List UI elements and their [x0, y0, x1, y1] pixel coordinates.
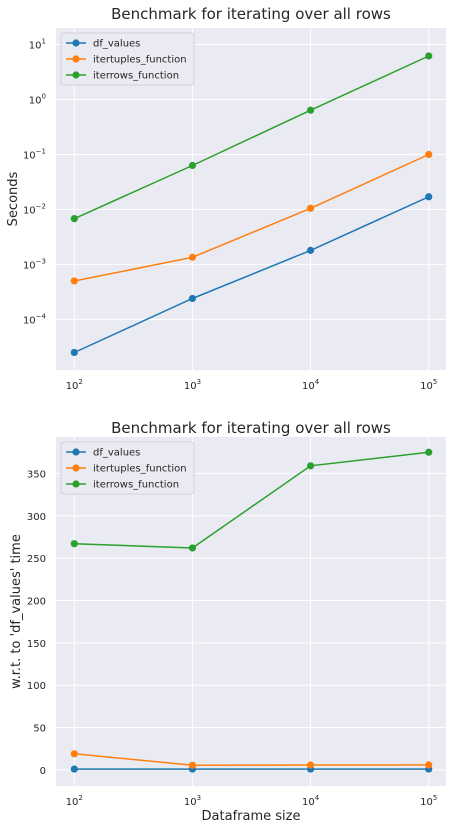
legend-frame — [60, 32, 195, 86]
legend-label: itertuples_function — [93, 55, 187, 66]
chart-2: 102 103 104 105 0 50 100 150 200 250 300 350 Benchma… — [9, 419, 446, 824]
data-point — [425, 761, 433, 769]
legend-item: itertuples_function — [66, 55, 187, 66]
x-tick-label: 102 — [66, 794, 83, 808]
data-point — [425, 448, 433, 456]
legend-marker — [72, 464, 80, 472]
x-tick-label: 104 — [302, 794, 320, 808]
data-point — [188, 161, 197, 170]
legend-item: iterrows_function — [66, 480, 179, 491]
data-point — [306, 204, 315, 212]
chart-title: Benchmark for iterating over all rows — [111, 5, 391, 23]
series-line — [73, 55, 430, 220]
y-tick-label: 101 — [29, 38, 46, 52]
data-point — [70, 215, 78, 223]
data-point — [70, 277, 78, 285]
legend-label: itertuples_function — [93, 464, 187, 475]
series-itertuples_function — [70, 750, 433, 769]
x-tick-label: 105 — [420, 794, 437, 808]
legend-frame — [60, 441, 195, 495]
data-point — [70, 348, 78, 357]
y-tick-label: 300 — [27, 512, 46, 523]
chart-1: 102 103 104 105 10−4 10−3 10−2 10−1 100 101 Benchm… — [6, 5, 446, 392]
y-tick-label: 350 — [27, 469, 46, 480]
data-point — [188, 294, 197, 303]
series-line — [74, 153, 430, 282]
x-axis-label: Dataframe size — [202, 809, 301, 824]
legend: df_values itertuples_function iterrows_fun… — [60, 441, 195, 495]
data-point — [425, 52, 433, 60]
legend-label: iterrows_function — [93, 480, 179, 491]
legend-marker — [72, 39, 80, 47]
y-tick-label: 10−1 — [23, 147, 46, 161]
y-axis-label: w.r.t. to 'df_values' time — [9, 534, 24, 689]
y-tick-label: 150 — [27, 639, 46, 650]
legend-marker — [72, 55, 80, 63]
data-point — [70, 750, 78, 758]
data-point — [188, 761, 197, 769]
data-point — [306, 761, 315, 769]
series-line — [73, 196, 430, 354]
x-tick-label: 104 — [302, 378, 320, 392]
legend-label: iterrows_function — [93, 71, 179, 82]
x-tick-label: 102 — [66, 378, 83, 392]
x-tick-label: 105 — [420, 378, 437, 392]
series-iterrows_function — [70, 52, 433, 223]
data-point — [425, 150, 433, 159]
legend-marker — [72, 71, 80, 79]
data-point — [306, 462, 315, 470]
series-iterrows_function — [70, 448, 433, 552]
y-tick-label: 100 — [29, 93, 46, 107]
legend-marker — [72, 448, 80, 456]
legend-label: df_values — [93, 39, 140, 50]
legend: df_values itertuples_function iterrows_fun… — [60, 32, 195, 86]
y-tick-label: 10−2 — [23, 202, 46, 216]
legend-item: df_values — [66, 448, 140, 459]
data-point — [306, 246, 315, 254]
y-tick-label: 50 — [33, 724, 46, 735]
data-point — [306, 106, 315, 114]
series-line — [74, 451, 429, 549]
y-axis-label: Seconds — [6, 171, 21, 226]
data-point — [188, 544, 197, 552]
data-point — [70, 765, 78, 773]
series-itertuples_function — [70, 150, 433, 285]
y-tick-label: 100 — [27, 681, 46, 692]
y-tick-label: 200 — [27, 596, 46, 607]
data-point — [70, 540, 78, 548]
legend-label: df_values — [93, 448, 140, 459]
y-tick-label: 10−4 — [23, 312, 47, 326]
y-tick-label: 250 — [27, 554, 46, 565]
data-point — [425, 193, 433, 201]
data-point — [188, 253, 197, 261]
legend-item: itertuples_function — [66, 464, 187, 475]
y-tick-label: 10−3 — [23, 257, 46, 271]
chart-title: Benchmark for iterating over all rows — [111, 419, 391, 437]
legend-item: df_values — [66, 39, 140, 50]
legend-marker — [72, 480, 80, 488]
series-line — [74, 753, 429, 766]
x-tick-label: 103 — [184, 378, 201, 392]
y-tick-label: 0 — [40, 766, 46, 777]
x-tick-label: 103 — [184, 794, 201, 808]
series-df_values — [70, 193, 433, 357]
legend-item: iterrows_function — [66, 71, 179, 82]
